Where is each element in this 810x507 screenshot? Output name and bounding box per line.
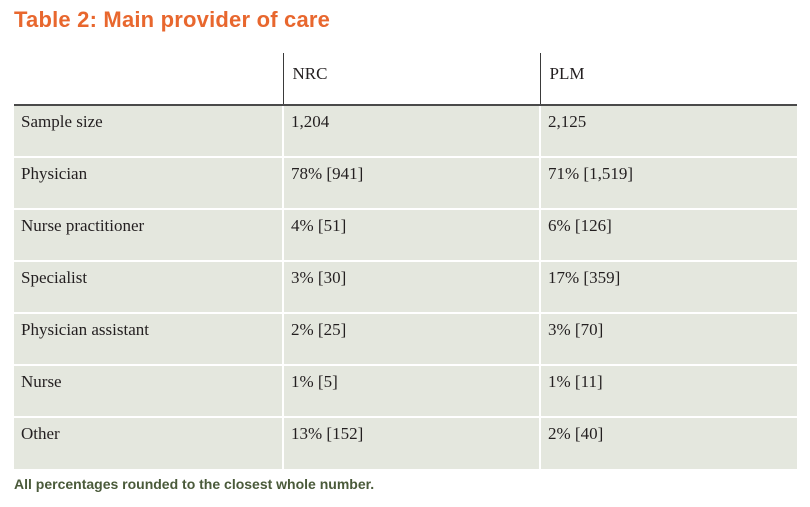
provider-table: NRC PLM Sample size 1,204 2,125 Physicia… <box>14 53 797 469</box>
plm-value: 2% [40] <box>539 417 797 469</box>
column-header-nrc: NRC <box>282 53 540 106</box>
row-label: Nurse practitioner <box>14 209 283 262</box>
row-label: Physician <box>14 157 283 210</box>
row-label: Physician assistant <box>14 313 283 366</box>
nrc-value: 2% [25] <box>282 313 540 366</box>
plm-value: 17% [359] <box>539 261 797 314</box>
table-row: Nurse 1% [5] 1% [11] <box>14 365 797 418</box>
column-header-plm: PLM <box>539 53 797 106</box>
nrc-value: 13% [152] <box>282 417 540 469</box>
table-row: Nurse practitioner 4% [51] 6% [126] <box>14 209 797 262</box>
nrc-value: 3% [30] <box>282 261 540 314</box>
nrc-value: 1,204 <box>282 105 540 158</box>
table-title: Table 2: Main provider of care <box>14 7 331 32</box>
nrc-value: 4% [51] <box>282 209 540 262</box>
plm-value: 3% [70] <box>539 313 797 366</box>
table-row: Other 13% [152] 2% [40] <box>14 417 797 469</box>
row-label: Specialist <box>14 261 283 314</box>
row-label: Nurse <box>14 365 283 418</box>
table-row: Sample size 1,204 2,125 <box>14 105 797 158</box>
row-label: Sample size <box>14 105 283 158</box>
nrc-value: 78% [941] <box>282 157 540 210</box>
plm-value: 6% [126] <box>539 209 797 262</box>
table-row: Physician 78% [941] 71% [1,519] <box>14 157 797 210</box>
plm-value: 1% [11] <box>539 365 797 418</box>
plm-value: 71% [1,519] <box>539 157 797 210</box>
nrc-value: 1% [5] <box>282 365 540 418</box>
table-header-row: NRC PLM <box>14 53 797 106</box>
row-label: Other <box>14 417 283 469</box>
column-header-blank <box>14 53 283 106</box>
table-row: Specialist 3% [30] 17% [359] <box>14 261 797 314</box>
footnote: All percentages rounded to the closest w… <box>14 476 375 492</box>
table-row: Physician assistant 2% [25] 3% [70] <box>14 313 797 366</box>
plm-value: 2,125 <box>539 105 797 158</box>
